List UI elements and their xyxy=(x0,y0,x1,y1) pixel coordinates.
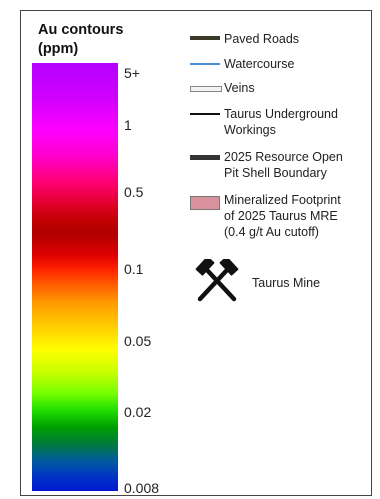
tick-label-0-1: 0.1 xyxy=(124,261,144,277)
legend-label-watercourse: Watercourse xyxy=(224,57,295,71)
mineralized-footprint-swatch xyxy=(190,196,220,210)
pit-shell-swatch xyxy=(190,155,220,160)
legend-label-underground-workings: Taurus Underground Workings xyxy=(224,107,338,137)
tick-label-1: 1 xyxy=(124,117,132,133)
legend-label-veins: Veins xyxy=(224,81,255,95)
tick-label-5plus: 5+ xyxy=(124,65,140,81)
vein-swatch xyxy=(190,86,222,92)
crossed-hammers-icon xyxy=(195,259,239,302)
legend-label-mineralized-footprint: Mineralized Footprint of 2025 Taurus MRE… xyxy=(224,193,341,239)
tick-label-0-02: 0.02 xyxy=(124,404,152,420)
contour-scale-title: Au contours (ppm) xyxy=(38,22,124,57)
au-contour-color-ramp xyxy=(32,63,118,491)
watercourse-swatch xyxy=(190,63,220,65)
tick-label-0-05: 0.05 xyxy=(124,333,152,349)
paved-road-swatch xyxy=(190,36,220,40)
legend-label-taurus-mine: Taurus Mine xyxy=(252,276,321,290)
underground-workings-swatch xyxy=(190,113,220,115)
tick-label-0-008: 0.008 xyxy=(124,480,160,496)
legend-label-pit-shell: 2025 Resource Open Pit Shell Boundary xyxy=(224,150,343,180)
legend-label-paved-roads: Paved Roads xyxy=(224,32,300,46)
tick-label-0-5: 0.5 xyxy=(124,184,144,200)
